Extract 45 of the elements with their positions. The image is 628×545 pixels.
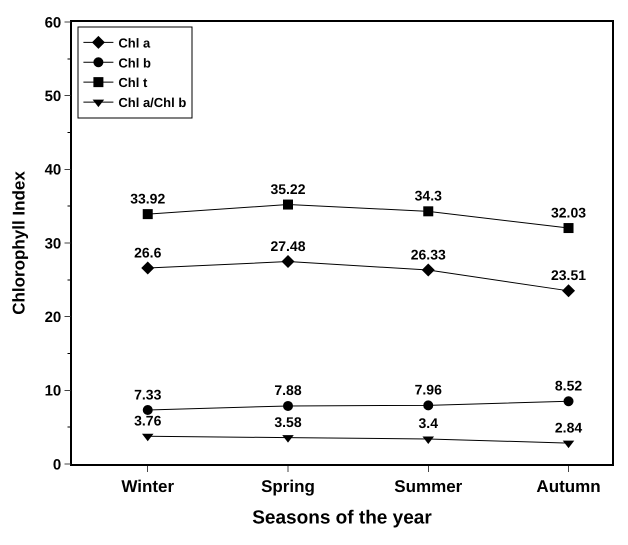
y-tick-label: 50 [44,88,62,105]
point [142,405,153,415]
data-label: 7.33 [134,386,162,402]
x-tick-label: Spring [261,477,315,496]
x-tick-label: Winter [121,477,174,496]
point [562,284,576,298]
legend-label: Chl a/Chl b [118,95,186,110]
data-label: 35.22 [270,180,306,197]
point [282,255,294,268]
data-label: 3.4 [418,415,438,432]
x-axis-title: Seasons of the year [252,507,432,528]
data-label: 27.48 [270,238,306,254]
data-label: 2.84 [554,419,582,436]
data-label: 3.76 [134,412,162,429]
y-axis-title: Chlorophyll Index [10,170,29,315]
point [283,200,293,210]
y-tick-label: 10 [44,382,62,400]
legend-label: Chl a [118,35,151,50]
point [564,223,574,234]
data-label: 7.96 [414,382,442,398]
legend-label: Chl t [118,75,148,90]
data-label: 26.33 [410,246,446,262]
point [141,262,154,275]
point [423,400,434,410]
data-label: 26.6 [134,244,162,260]
y-tick-label: 20 [44,308,62,326]
y-tick-label: 0 [52,456,62,474]
y-tick-label: 60 [44,14,62,32]
data-label: 7.88 [274,382,302,398]
data-label: 8.52 [554,377,582,394]
y-tick-label: 30 [44,235,62,252]
point [423,206,434,216]
x-tick-label: Autumn [536,477,601,496]
data-label: 3.58 [274,414,302,430]
data-label: 32.03 [550,204,586,220]
y-tick-label: 40 [44,162,62,179]
point [422,264,435,277]
data-label: 33.92 [130,190,166,206]
point [564,396,574,406]
x-tick-label: Summer [394,477,463,496]
point [142,209,153,220]
data-label: 23.51 [550,267,586,284]
data-label: 34.3 [414,188,442,204]
point [283,400,293,411]
legend-label: Chl b [118,55,151,70]
